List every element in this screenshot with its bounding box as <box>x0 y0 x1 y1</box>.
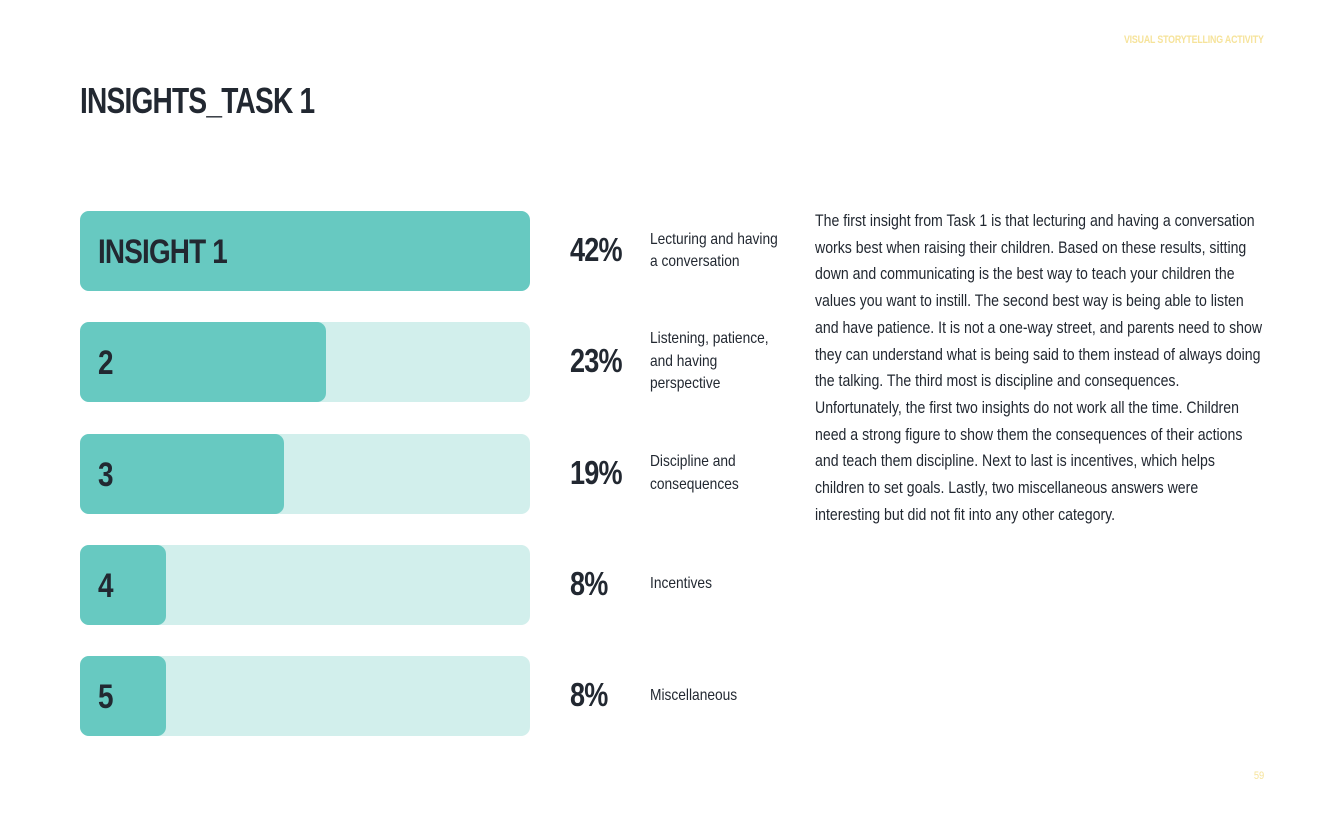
bar-label: INSIGHT 1 <box>98 233 228 271</box>
bar-label: 4 <box>98 566 114 605</box>
bar-row: INSIGHT 1 <box>80 211 530 291</box>
category-label: Discipline and consequences <box>650 453 739 493</box>
data-label: 19% <box>570 453 623 491</box>
insight-description: The first insight from Task 1 is that le… <box>815 212 1263 524</box>
category-label: Listening, patience, and having perspect… <box>650 330 769 393</box>
page-title: INSIGHTS_TASK 1 <box>80 80 315 121</box>
bar-row: 3 <box>80 433 530 514</box>
data-label: 23% <box>570 342 623 380</box>
page-number: 59 <box>1253 770 1264 782</box>
bar <box>80 322 327 403</box>
bar <box>80 433 284 514</box>
data-label: 8% <box>570 564 608 602</box>
bar <box>80 544 166 625</box>
bar-label: 5 <box>98 678 114 716</box>
data-label: 42% <box>570 231 623 268</box>
bar <box>80 211 530 291</box>
category-label: Miscellaneous <box>650 686 738 704</box>
bar-row: 2 <box>80 322 530 403</box>
bar-row: 4 <box>80 544 530 625</box>
category-label: Lecturing and having a conversation <box>650 230 778 271</box>
data-label: 8% <box>570 676 608 713</box>
header-label: VISUAL STORYTELLING ACTIVITY <box>1124 34 1264 46</box>
bar <box>80 656 166 736</box>
bar-label: 3 <box>98 455 114 494</box>
bar-label: 2 <box>98 344 114 383</box>
category-label: Incentives <box>650 575 712 593</box>
bar-row: 5 <box>80 656 530 736</box>
